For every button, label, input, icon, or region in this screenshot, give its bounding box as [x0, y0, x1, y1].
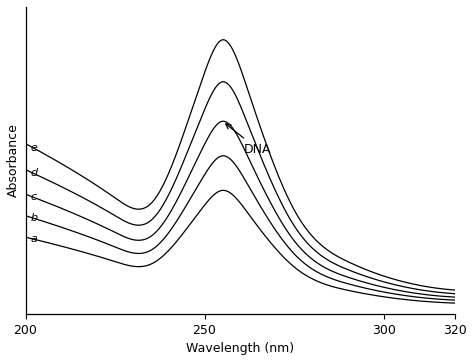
Y-axis label: Absorbance: Absorbance: [7, 123, 20, 197]
Text: DNA: DNA: [226, 124, 272, 156]
Text: c: c: [31, 192, 37, 202]
Text: e: e: [31, 143, 38, 152]
Text: a: a: [31, 234, 38, 244]
X-axis label: Wavelength (nm): Wavelength (nm): [186, 342, 294, 355]
Text: b: b: [31, 213, 38, 223]
Text: d: d: [31, 168, 38, 178]
